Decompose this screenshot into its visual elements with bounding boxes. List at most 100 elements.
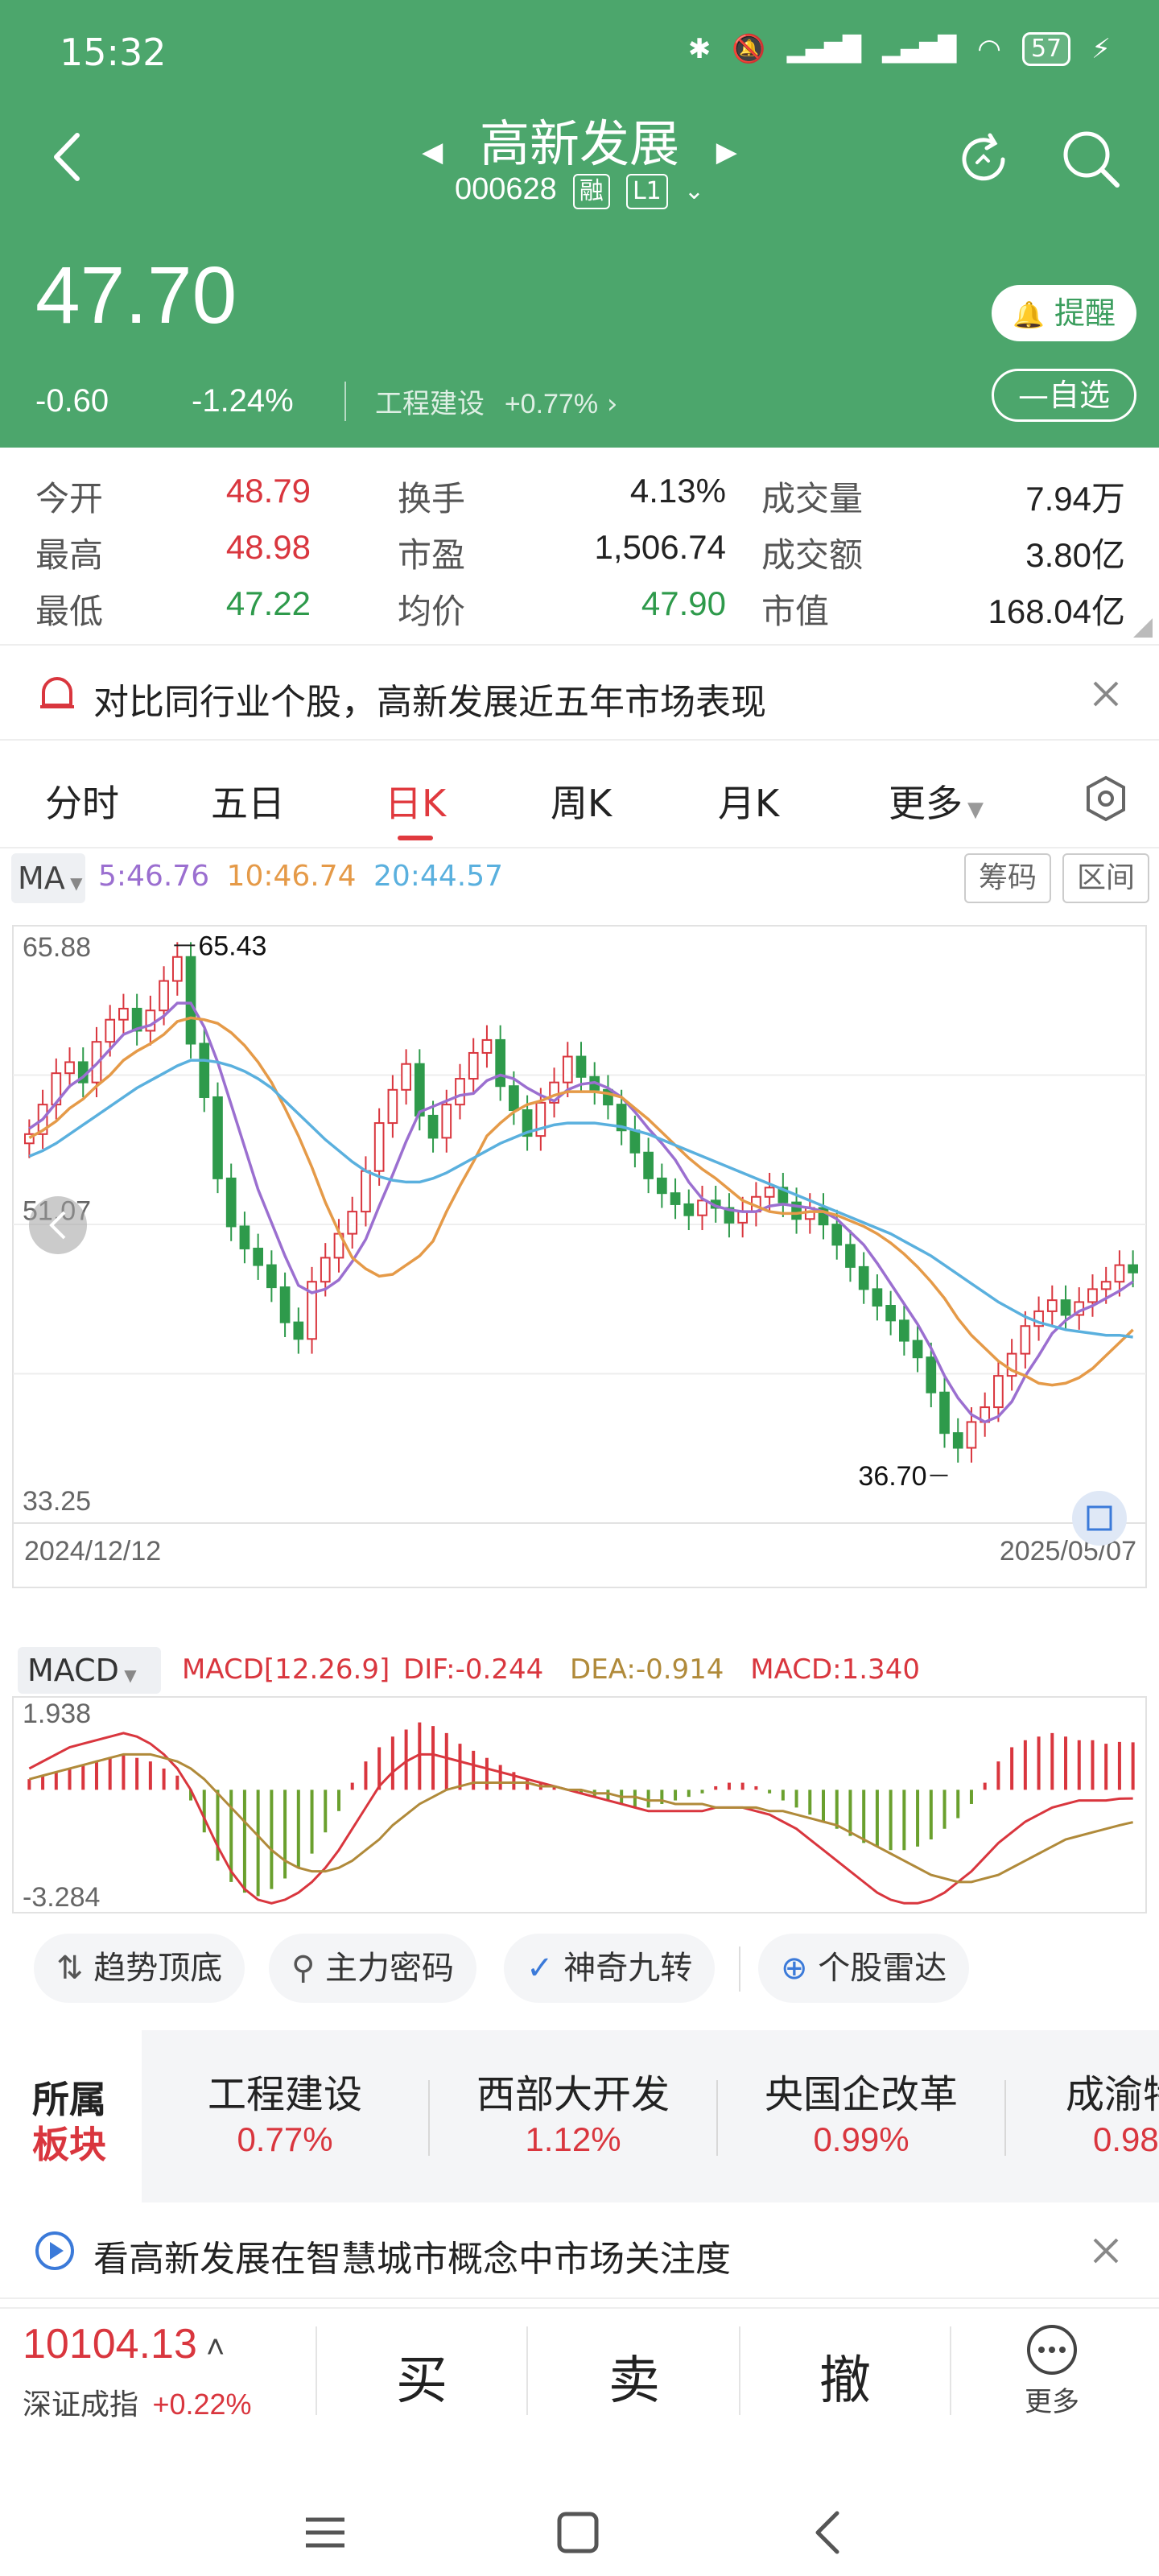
kline-chart[interactable]: 65.8851.0733.252024/12/122025/05/0765.43…: [0, 914, 1159, 1599]
status-icons: ✱ 🔕 ▂▄▆█ ▂▄▆█ ◠ 57 ⚡: [688, 32, 1111, 66]
y-tick-bottom: 33.25: [23, 1486, 91, 1517]
index-name: 深证成指: [23, 2388, 139, 2421]
stat-value: 47.90: [641, 584, 726, 622]
candle-body: [212, 1096, 223, 1179]
back-nav-icon[interactable]: [808, 2508, 848, 2557]
candle-body: [818, 1207, 829, 1226]
back-icon[interactable]: [47, 129, 87, 185]
fullscreen-icon: [1072, 1491, 1127, 1546]
macd-params: MACD[12.26.9]: [182, 1653, 390, 1686]
bottom-trade-bar: [0, 2307, 1159, 2444]
candle-body: [683, 1203, 695, 1216]
tool-stock-radar[interactable]: ⊕ 个股雷达: [758, 1934, 970, 2003]
stat-value: 168.04亿: [988, 592, 1125, 630]
candle-body: [616, 1104, 627, 1132]
ma10-line: [28, 1016, 1134, 1387]
candle-body: [427, 1114, 439, 1139]
bluetooth-icon: ✱: [687, 33, 711, 65]
stat-label: 成交量: [761, 479, 864, 518]
cancel-order-button[interactable]: 撤: [819, 2351, 871, 2411]
next-stock-icon[interactable]: ▶: [716, 136, 737, 168]
stat-value: 48.98: [225, 528, 311, 566]
tool-trend-top-bottom[interactable]: ⇅ 趋势顶底: [34, 1934, 245, 2003]
candle-body: [159, 980, 169, 1012]
macd-selector[interactable]: MACD ▼: [18, 1647, 161, 1694]
sector-item-name[interactable]: 央国企改革: [764, 2072, 958, 2117]
tool-main-force-code[interactable]: ⚲ 主力密码: [269, 1934, 477, 2003]
more-label: 更多: [1025, 2386, 1079, 2418]
candle-body: [253, 1247, 264, 1266]
candle-body: [64, 1061, 75, 1075]
tab-daily-k[interactable]: 日K: [385, 782, 447, 825]
settings-icon[interactable]: [1083, 774, 1128, 823]
candle-body: [145, 1009, 156, 1032]
tab-five-day[interactable]: 五日: [211, 782, 285, 825]
tool-magic-nine[interactable]: ✓ 神奇九转: [504, 1934, 716, 2003]
candle-body: [858, 1265, 869, 1290]
search-icon[interactable]: [1059, 127, 1124, 192]
candle-body: [307, 1281, 317, 1340]
candle-body: [575, 1055, 587, 1078]
caret-down-icon: ▼: [967, 798, 984, 822]
index-value-row[interactable]: 10104.13 ˄: [23, 2320, 225, 2368]
stock-header: 15:32 ✱ 🔕 ▂▄▆█ ▂▄▆█ ◠ 57 ⚡ ◀ 高新发展 ▶ 0006…: [0, 0, 1159, 448]
candle-body: [414, 1063, 425, 1117]
tab-monthly-k[interactable]: 月K: [718, 782, 780, 825]
macd-legend: MACD[12.26.9] DIF:-0.244 DEA:-0.914 MACD…: [182, 1653, 920, 1686]
tool-label: 主力密码: [325, 1950, 455, 1987]
candle-body: [199, 1042, 210, 1098]
macd-dea: DEA:-0.914: [570, 1653, 724, 1686]
signal2-icon: ▂▄▆█: [881, 35, 957, 64]
home-icon[interactable]: [555, 2510, 600, 2555]
sector-label-2: 板块: [32, 2123, 106, 2166]
menu-icon[interactable]: [303, 2510, 348, 2555]
sector-item-name[interactable]: 西部大开发: [476, 2072, 670, 2117]
stock-title-row: ◀ 高新发展 ▶: [0, 103, 1159, 175]
concept-banner[interactable]: 看高新发展在智慧城市概念中市场关注度: [0, 2202, 1159, 2299]
candle-body: [562, 1055, 573, 1084]
dif-line: [28, 1732, 1133, 1905]
sector-item-name[interactable]: 成渝特: [1066, 2072, 1159, 2117]
sell-button[interactable]: 卖: [608, 2351, 660, 2411]
ma-selector[interactable]: MA ▼: [11, 853, 85, 903]
candle-body: [1006, 1352, 1017, 1377]
industry-link[interactable]: 工程建设 +0.77% ›: [344, 382, 618, 421]
watchlist-button[interactable]: —自选: [992, 369, 1136, 422]
caret-down-icon: ▼: [118, 1666, 137, 1685]
candle-body: [926, 1356, 937, 1393]
high-label: 65.43: [198, 931, 266, 961]
candle-body: [481, 1038, 493, 1054]
candle-body: [1087, 1288, 1098, 1303]
buy-button[interactable]: 买: [396, 2351, 448, 2411]
candle-body: [1128, 1264, 1138, 1274]
candle-body: [171, 956, 183, 982]
sector-item-name[interactable]: 工程建设: [207, 2072, 362, 2117]
close-icon[interactable]: [1091, 679, 1120, 708]
tab-weekly-k[interactable]: 周K: [551, 782, 612, 825]
chevron-down-icon[interactable]: ⌄: [683, 177, 705, 205]
refresh-icon[interactable]: [955, 129, 1016, 190]
candle-body: [872, 1288, 883, 1307]
expand-corner-icon[interactable]: [1130, 615, 1154, 639]
close-icon[interactable]: [1091, 2236, 1120, 2265]
candle-body: [1100, 1281, 1112, 1290]
minus-icon: —: [1017, 378, 1049, 413]
chips-button[interactable]: 筹码: [964, 853, 1051, 903]
more-button[interactable]: 更多: [1016, 2323, 1088, 2419]
ma-label: MA: [18, 861, 65, 896]
x-tick-end: 2025/05/07: [1000, 1536, 1136, 1567]
range-button[interactable]: 区间: [1062, 853, 1149, 903]
stat-label: 换手: [398, 479, 466, 518]
tab-more[interactable]: 更多 ▼: [889, 774, 984, 828]
remind-button[interactable]: 🔔 提醒: [992, 285, 1136, 341]
key-icon: ⚲: [291, 1950, 316, 1987]
candle-body: [777, 1187, 789, 1203]
prev-stock-icon[interactable]: ◀: [422, 136, 443, 168]
macd-chart[interactable]: 1.938 -3.284: [0, 1694, 1159, 1919]
compare-banner[interactable]: 对比同行业个股，高新发展近五年市场表现: [0, 644, 1159, 741]
candle-body: [670, 1192, 681, 1205]
sector-item-pct: 1.12%: [525, 2120, 621, 2158]
tab-intraday[interactable]: 分时: [45, 782, 119, 825]
tool-divider: [739, 1946, 740, 1992]
candle-body: [441, 1104, 452, 1139]
